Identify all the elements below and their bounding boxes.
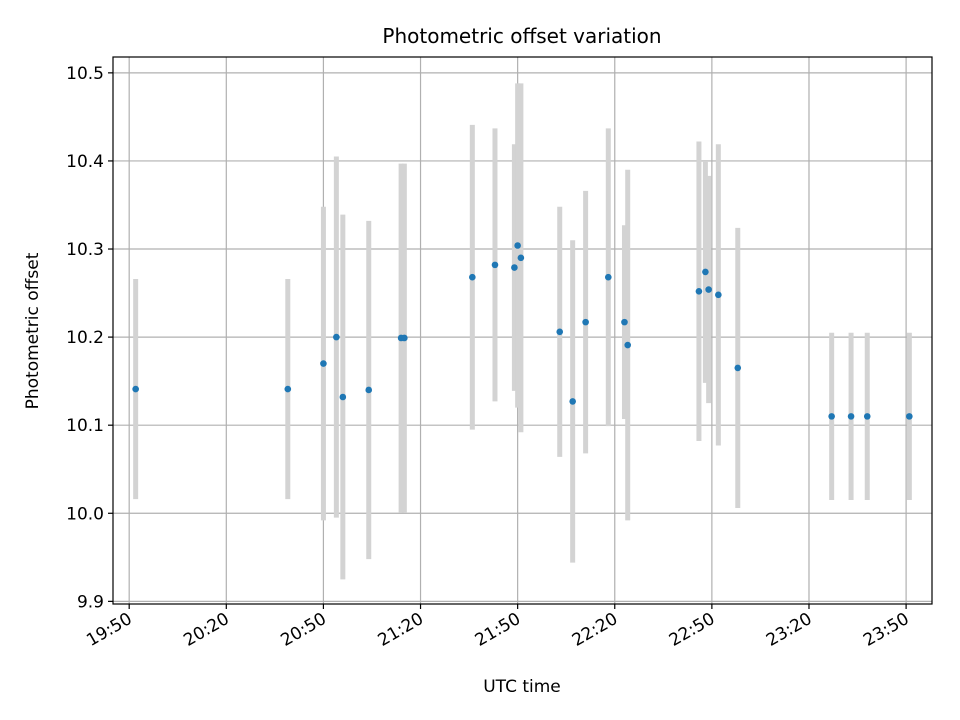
data-point <box>517 254 525 262</box>
data-point <box>339 393 347 401</box>
data-point <box>556 328 564 336</box>
y-tick-label: 10.2 <box>66 328 104 348</box>
plot-frame <box>112 56 933 605</box>
data-point <box>695 288 703 295</box>
chart-title: Photometric offset variation <box>382 24 661 48</box>
data-point <box>702 268 709 276</box>
x-axis-label: UTC time <box>483 677 561 697</box>
data-point <box>604 273 612 281</box>
data-point <box>621 318 628 326</box>
y-tick-label: 10.4 <box>66 152 104 172</box>
data-point <box>847 413 855 420</box>
y-tick-label: 10.1 <box>66 416 104 436</box>
data-point <box>469 273 476 281</box>
data-point <box>624 341 632 349</box>
data-point <box>514 242 521 249</box>
data-point <box>828 413 835 420</box>
y-tick-label: 9.9 <box>77 592 104 612</box>
data-point <box>132 385 139 393</box>
data-point <box>705 286 712 293</box>
data-point <box>333 333 340 341</box>
data-point <box>284 385 292 393</box>
data-points <box>132 242 913 420</box>
y-axis-ticks: 9.9 10.0 10.1 10.2 10.3 10.4 10.5 <box>66 64 113 612</box>
data-point <box>401 334 408 342</box>
data-point <box>320 360 327 367</box>
y-tick-label: 10.5 <box>66 64 104 84</box>
data-point <box>365 386 373 394</box>
data-point <box>582 318 589 326</box>
y-axis-label: Photometric offset <box>23 252 43 409</box>
data-point <box>715 291 722 299</box>
data-point <box>491 261 499 269</box>
data-point <box>569 398 576 405</box>
data-point <box>734 364 742 372</box>
y-tick-label: 10.3 <box>66 240 104 260</box>
y-tick-label: 10.0 <box>66 504 104 524</box>
data-point <box>511 264 518 271</box>
data-point <box>906 413 913 420</box>
data-point <box>863 413 871 420</box>
